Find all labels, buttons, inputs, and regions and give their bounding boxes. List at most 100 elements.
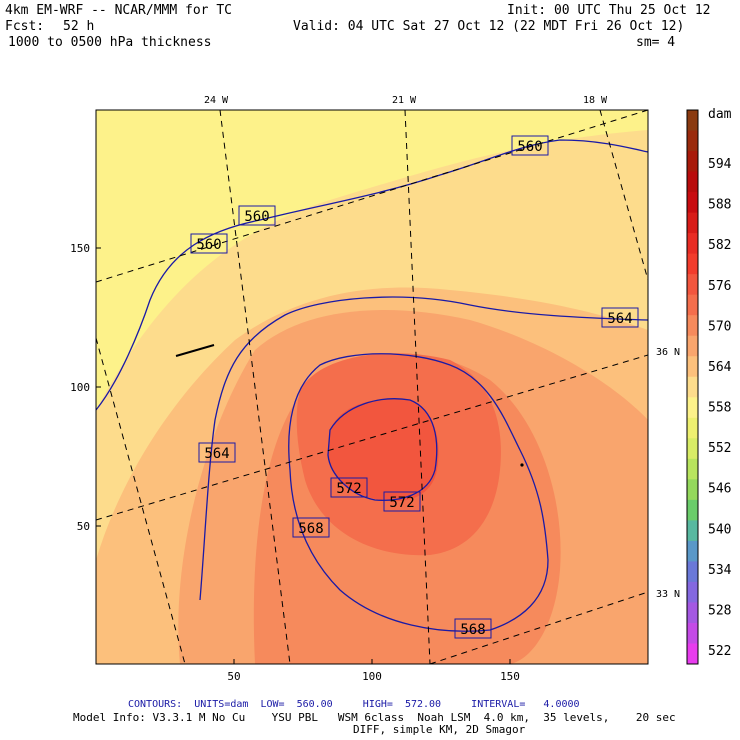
colorbar-tick-label: 534 xyxy=(708,563,732,578)
x-tick-label-150: 150 xyxy=(500,670,520,683)
colorbar-swatch xyxy=(687,356,698,378)
colorbar-tick-label: 594 xyxy=(708,157,732,172)
colorbar-swatch xyxy=(687,110,698,132)
filled-thickness-field xyxy=(96,110,648,664)
init-time: Init: 00 UTC Thu 25 Oct 12 xyxy=(507,3,711,18)
colorbar-tick-label: 540 xyxy=(708,522,731,537)
colorbar-tick-labels: 594 588 582 576 570 564 558 552 546 540 534 528 522 xyxy=(708,157,732,659)
colorbar-swatch xyxy=(687,479,698,501)
colorbar-tick-label: 522 xyxy=(708,644,731,659)
colorbar-swatch xyxy=(687,253,698,275)
colorbar-swatch xyxy=(687,335,698,357)
colorbar-swatch xyxy=(687,622,698,644)
contour-label: 560 xyxy=(238,205,276,226)
colorbar-swatch xyxy=(687,520,698,542)
lon-label-21w: 21 W xyxy=(392,95,417,106)
parallel-33n xyxy=(429,591,648,664)
colorbar-swatch xyxy=(687,561,698,583)
model-title: 4km EM-WRF -- NCAR/MMM for TC xyxy=(5,3,232,18)
colorbar-swatch xyxy=(687,294,698,316)
contour-564 xyxy=(199,296,648,601)
field-name: 1000 to 0500 hPa thickness xyxy=(8,35,212,50)
contour-label: 560 xyxy=(190,233,228,254)
colorbar-tick-label: 528 xyxy=(708,603,731,618)
contour-label-text: 564 xyxy=(204,446,229,462)
colorbar-swatch xyxy=(687,499,698,521)
colorbar-tick-label: 582 xyxy=(708,238,731,253)
contour-label-text: 572 xyxy=(389,495,414,511)
contour-568 xyxy=(288,353,549,632)
lat-label-36n: 36 N xyxy=(656,347,680,358)
contour-label: 568 xyxy=(454,618,492,639)
contour-label-text: 572 xyxy=(336,481,361,497)
colorbar-tick-label: 552 xyxy=(708,441,731,456)
parallel-36n xyxy=(96,354,648,521)
contour-labels: 560 560 560 564 564 568 568 572 572 xyxy=(190,135,639,639)
contour-label-text: 568 xyxy=(460,622,485,638)
axis-ticks xyxy=(96,247,511,664)
colorbar-tick-label: 558 xyxy=(708,401,731,416)
colorbar-tick-label: 546 xyxy=(708,482,731,497)
colorbar-tick-label: 570 xyxy=(708,319,731,334)
lat-lon-grid xyxy=(96,110,648,664)
y-tick-label-100: 100 xyxy=(70,381,90,394)
y-tick-label-150: 150 xyxy=(70,242,90,255)
colorbar-swatch xyxy=(687,438,698,460)
lon-label-18w: 18 W xyxy=(583,95,608,106)
colorbar xyxy=(686,109,699,665)
parallel-upper xyxy=(96,110,648,283)
colorbar-swatch xyxy=(687,212,698,234)
contour-560 xyxy=(96,139,648,411)
colorbar-swatch xyxy=(687,171,698,193)
band-572 xyxy=(328,398,439,502)
colorbar-swatch xyxy=(687,192,698,214)
contours-info: CONTOURS: UNITS=dam LOW= 560.00 HIGH= 57… xyxy=(128,699,580,710)
colorbar-swatch xyxy=(687,458,698,480)
colorbar-unit: dam xyxy=(708,107,732,122)
colorbar-swatch xyxy=(687,233,698,255)
contour-label-text: 560 xyxy=(196,237,221,253)
lat-label-33n: 33 N xyxy=(656,589,680,600)
model-info: Model Info: V3.3.1 M No Cu YSU PBL WSM 6… xyxy=(73,711,676,724)
colorbar-swatch xyxy=(687,581,698,603)
colorbar-tick-label: 564 xyxy=(708,360,732,375)
colorbar-tick-label: 576 xyxy=(708,279,731,294)
smoothing: sm= 4 xyxy=(636,35,676,50)
colorbar-swatch xyxy=(687,643,698,665)
wind-barb xyxy=(175,344,215,357)
colorbar-swatch xyxy=(687,315,698,337)
colorbar-swatch xyxy=(687,274,698,296)
contour-label: 564 xyxy=(198,442,236,463)
contour-label: 572 xyxy=(383,491,421,512)
y-tick-label-50: 50 xyxy=(77,520,90,533)
contour-label: 564 xyxy=(601,307,639,328)
diffusion-info: DIFF, simple KM, 2D Smagor xyxy=(353,723,526,736)
contour-label-text: 560 xyxy=(244,209,269,225)
x-tick-label-50: 50 xyxy=(227,670,240,683)
meridian-21w xyxy=(404,110,431,664)
contour-label-text: 564 xyxy=(607,311,632,327)
colorbar-swatch xyxy=(687,602,698,624)
contour-label-text: 568 xyxy=(298,521,323,537)
meridian-18w xyxy=(599,110,648,281)
forecast-label: Fcst: xyxy=(5,19,45,34)
colorbar-swatch xyxy=(687,151,698,173)
forecast-hours: 52 h xyxy=(63,19,95,34)
colorbar-frame xyxy=(686,109,699,665)
contour-lines xyxy=(96,139,648,632)
station-dot xyxy=(520,463,524,467)
contour-label: 568 xyxy=(292,517,330,538)
colorbar-tick-label: 588 xyxy=(708,198,731,213)
valid-time: Valid: 04 UTC Sat 27 Oct 12 (22 MDT Fri … xyxy=(293,19,685,34)
contour-label-text: 560 xyxy=(517,139,542,155)
lon-label-24w: 24 W xyxy=(204,95,229,106)
colorbar-swatch xyxy=(687,540,698,562)
contour-572 xyxy=(327,398,438,501)
colorbar-swatch xyxy=(687,397,698,419)
meridian-left xyxy=(96,337,186,664)
contour-label: 560 xyxy=(511,135,549,156)
colorbar-swatch xyxy=(687,130,698,152)
meridian-24w xyxy=(219,110,291,664)
contour-label: 572 xyxy=(330,477,368,498)
